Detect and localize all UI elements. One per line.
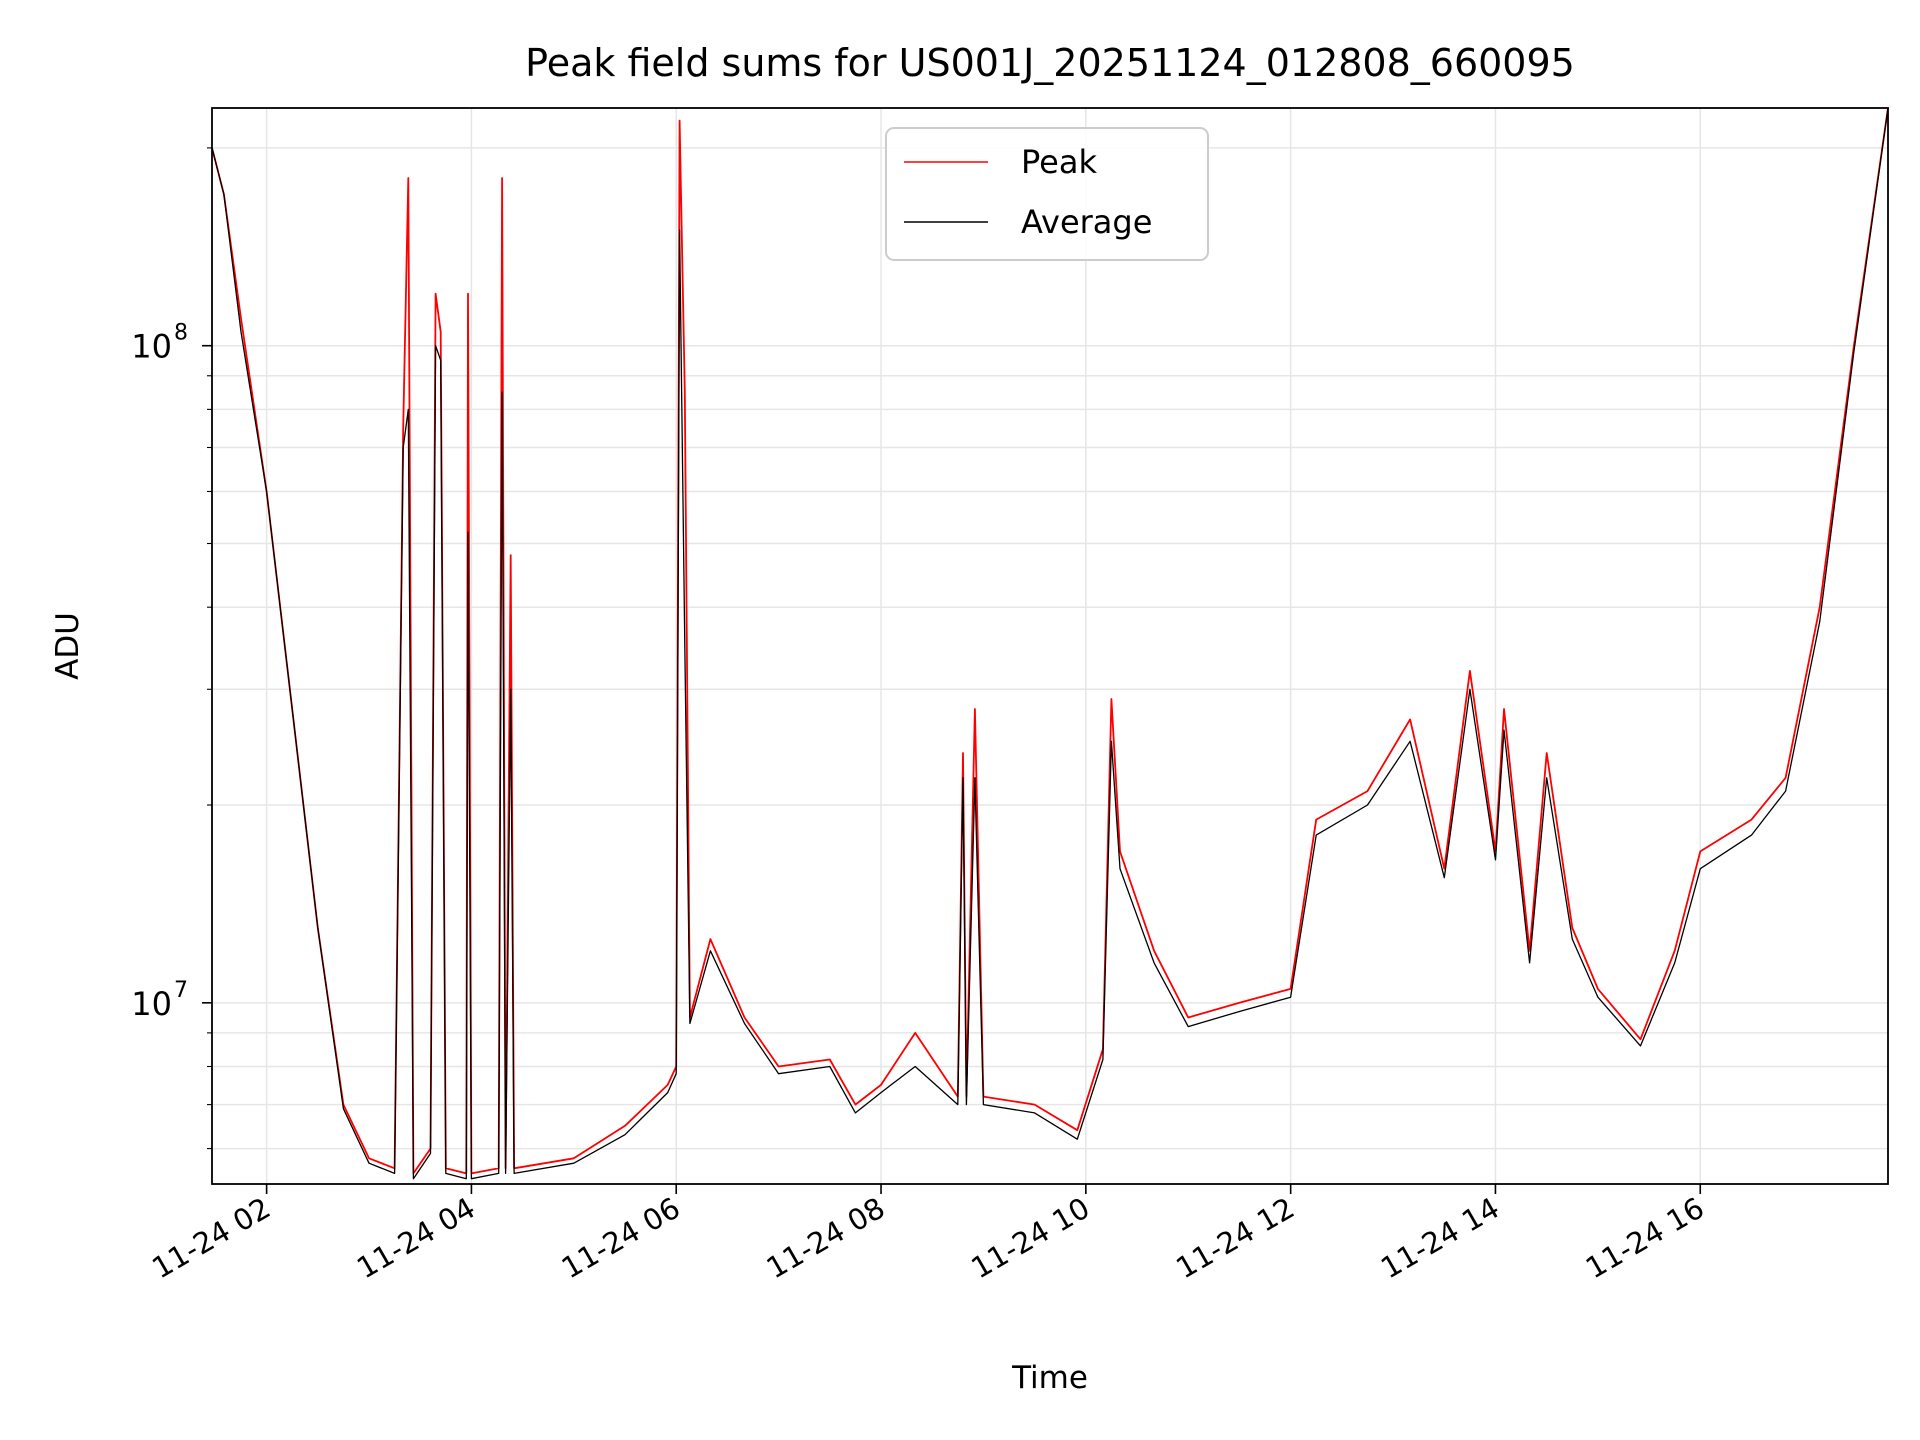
- grid: [212, 108, 1888, 1184]
- plot-frame: [211, 107, 1889, 1185]
- legend-label-peak: Peak: [1021, 143, 1097, 181]
- legend-box: [885, 127, 1209, 261]
- y-tick-label-base: 10: [131, 985, 172, 1023]
- x-axis-label: Time: [1011, 1360, 1088, 1396]
- y-tick-label: 10 7: [131, 978, 188, 1023]
- legend-label-average: Average: [1021, 203, 1152, 241]
- y-tick-label-base: 10: [131, 328, 172, 366]
- y-tick-label-exp: 7: [174, 978, 188, 1003]
- y-tick-label-exp: 8: [174, 321, 188, 346]
- legend: Peak Average: [885, 127, 1209, 261]
- series-line-peak: [211, 107, 1889, 1175]
- chart-title: Peak field sums for US001J_20251124_0128…: [525, 41, 1575, 85]
- series-line-average: [211, 107, 1889, 1180]
- y-axis-label: ADU: [50, 612, 86, 680]
- series-layer: [211, 107, 1889, 1180]
- y-tick-label: 10 8: [131, 321, 188, 366]
